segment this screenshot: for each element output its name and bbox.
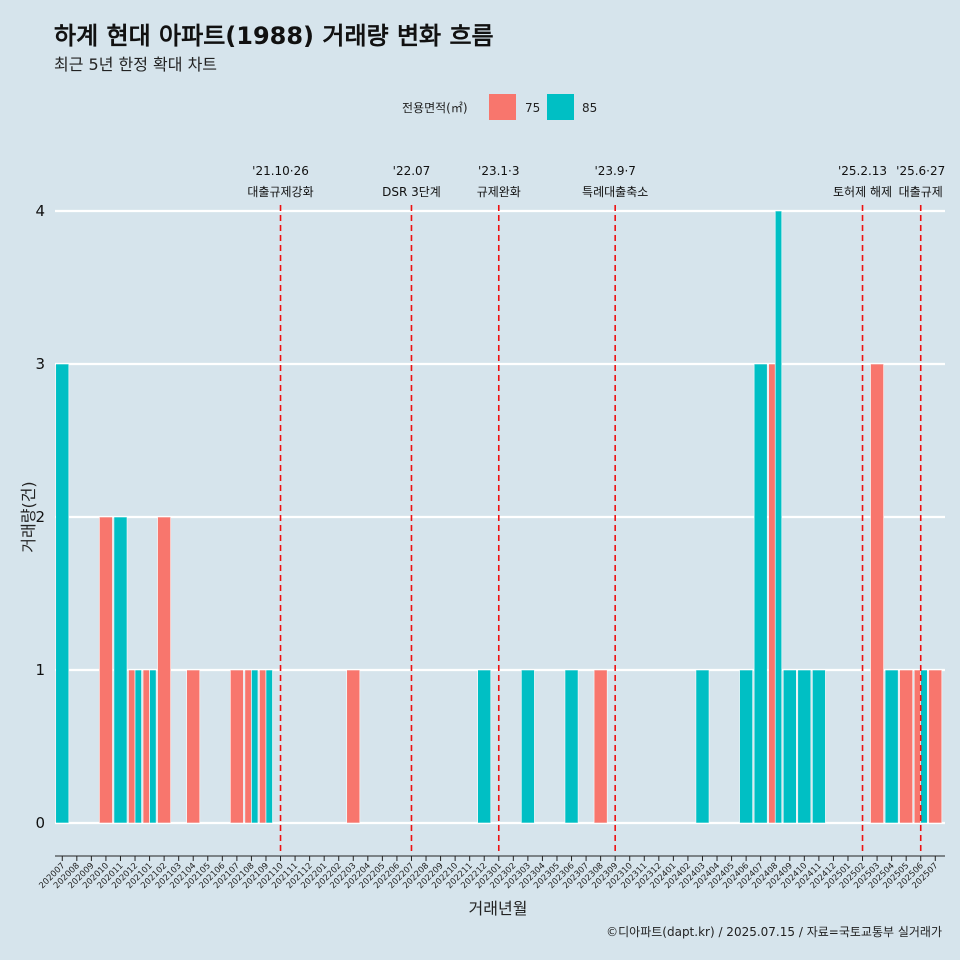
y-tick-label: 4 xyxy=(35,202,45,220)
event-date: '25.6·27 xyxy=(896,164,945,178)
bar xyxy=(251,669,259,824)
bar xyxy=(265,669,273,824)
x-axis-title: 거래년월 xyxy=(469,899,528,918)
bar xyxy=(593,669,608,824)
bar xyxy=(913,669,922,824)
bar xyxy=(244,669,252,824)
event-date: '22.07 xyxy=(393,164,431,178)
bar xyxy=(477,669,492,824)
y-tick-label: 1 xyxy=(35,661,45,679)
event-date: '23.9·7 xyxy=(594,164,635,178)
y-tick-labels: 0 1 2 3 4 xyxy=(35,202,45,832)
bar xyxy=(113,516,128,824)
event-date: '25.2.13 xyxy=(838,164,887,178)
y-axis-title: 거래량(건) xyxy=(19,481,38,552)
chart-subtitle: 최근 5년 한정 확대 차트 xyxy=(54,55,217,74)
bar xyxy=(739,669,753,824)
event-label: 규제완화 xyxy=(477,185,521,199)
bar xyxy=(753,363,768,824)
legend-label-85: 85 xyxy=(582,101,597,115)
bar xyxy=(259,669,267,824)
bar xyxy=(884,669,899,824)
bar xyxy=(186,669,201,824)
event-date: '21.10·26 xyxy=(252,164,309,178)
y-tick-label: 3 xyxy=(35,355,45,373)
event-label: 특례대출축소 xyxy=(582,185,648,199)
bar xyxy=(564,669,579,824)
y-tick-label: 2 xyxy=(35,508,45,526)
bar xyxy=(230,669,244,824)
bar xyxy=(695,669,710,824)
legend-swatch-75 xyxy=(489,94,516,120)
event-annotations: '21.10·26 대출규제강화 '22.07 DSR 3단계 '23.1·3 규제완화 '… xyxy=(247,164,945,199)
event-lines xyxy=(279,205,922,855)
x-axis: 2020072020082020092020102020112020122021… xyxy=(37,855,945,891)
bar xyxy=(142,669,150,824)
bar xyxy=(920,669,928,824)
y-gridlines xyxy=(55,209,945,825)
bar xyxy=(812,669,826,824)
event-label: 토허제 해제 xyxy=(833,185,892,199)
legend-label-75: 75 xyxy=(525,101,540,115)
bar xyxy=(128,669,136,824)
event-date: '23.1·3 xyxy=(478,164,519,178)
bars xyxy=(55,210,943,824)
bar xyxy=(797,669,812,824)
legend-title: 전용면적(㎡) xyxy=(402,101,468,115)
bar xyxy=(346,669,361,824)
event-label: 대출규제강화 xyxy=(247,185,313,199)
chart-title: 하계 현대 아파트(1988) 거래량 변화 흐름 xyxy=(54,22,494,50)
event-label: 대출규제 xyxy=(899,185,943,199)
bar xyxy=(99,516,113,824)
bar xyxy=(157,516,171,824)
bar xyxy=(928,669,943,824)
bar xyxy=(899,669,914,824)
bar xyxy=(149,669,157,824)
event-label: DSR 3단계 xyxy=(382,185,441,199)
bar xyxy=(774,210,783,824)
legend: 전용면적(㎡) 75 85 xyxy=(402,94,597,120)
legend-swatch-85 xyxy=(547,94,574,120)
y-tick-label: 0 xyxy=(35,814,45,832)
bar xyxy=(768,363,776,824)
bar xyxy=(782,669,797,824)
bar xyxy=(55,363,70,824)
chart-caption: ©디아파트(dapt.kr) / 2025.07.15 / 자료=국토교통부 실… xyxy=(606,925,942,939)
bar xyxy=(521,669,535,824)
bar xyxy=(870,363,884,824)
bar xyxy=(134,669,142,824)
